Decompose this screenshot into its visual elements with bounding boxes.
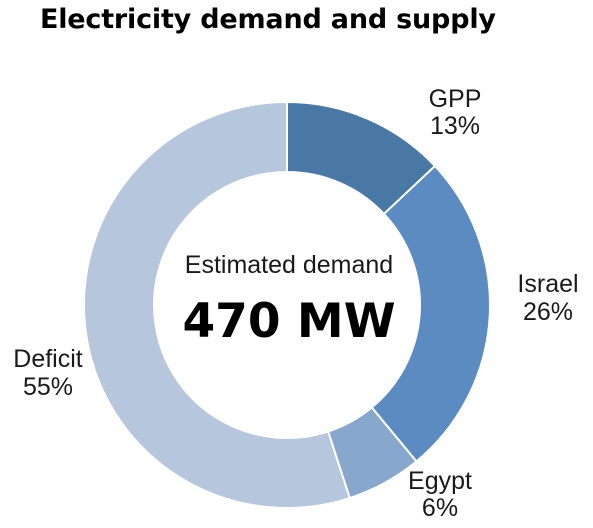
center-caption: Estimated demand	[185, 251, 393, 279]
slice-deficit	[83, 100, 351, 509]
slice-israel	[370, 164, 491, 463]
slice-percent-gpp: 13%	[430, 112, 480, 140]
slice-label-egypt: Egypt	[408, 467, 472, 495]
donut-slices	[83, 100, 491, 509]
slice-label-gpp: GPP	[429, 85, 482, 113]
slice-percent-israel: 26%	[523, 298, 573, 326]
slice-percent-egypt: 6%	[422, 494, 458, 522]
center-value: 470 MW	[182, 294, 395, 349]
chart-title: Electricity demand and supply	[40, 4, 496, 35]
slice-label-israel: Israel	[517, 270, 578, 298]
slice-label-deficit: Deficit	[13, 345, 83, 373]
slice-percent-deficit: 55%	[23, 373, 73, 401]
